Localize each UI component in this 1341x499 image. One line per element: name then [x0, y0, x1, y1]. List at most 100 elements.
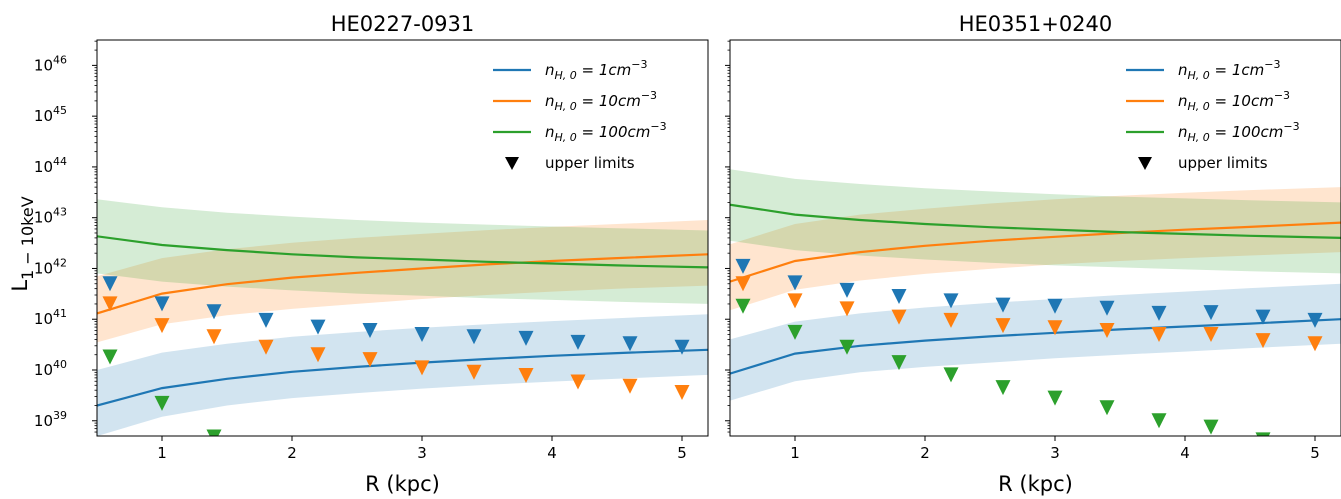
upper-limit-marker-series-1 — [839, 282, 855, 298]
upper-limit-marker-series-2 — [466, 364, 482, 380]
y-tick-label: 1042 — [34, 256, 67, 277]
x-tick-label: 4 — [547, 444, 557, 462]
upper-limit-marker-series-2 — [570, 374, 586, 390]
legend-label-series-1: nH, 0 = 1cm−3 — [1178, 58, 1281, 82]
upper-limit-marker-series-1 — [995, 297, 1011, 313]
upper-limit-marker-series-3 — [839, 339, 855, 355]
x-axis-title: R (kpc) — [365, 472, 440, 496]
y-tick-label: 1044 — [34, 155, 67, 176]
y-tick-label: 1043 — [34, 206, 67, 227]
upper-limit-marker-series-2 — [1099, 323, 1115, 338]
upper-limit-marker-series-2 — [943, 312, 959, 328]
upper-limit-marker-series-2 — [735, 276, 751, 292]
x-axis-title: R (kpc) — [998, 472, 1073, 496]
upper-limit-marker-series-3 — [102, 349, 118, 365]
upper-limit-marker-series-2 — [1203, 327, 1219, 342]
upper-limit-marker-series-2 — [622, 378, 638, 394]
upper-limit-marker-series-1 — [1255, 309, 1271, 325]
panel-1: 1 2 3 4 5 1039 1040 1041 1042 1043 1044 1045 1046 L1 … — [8, 12, 709, 496]
legend-marker-upper-limits — [1138, 157, 1152, 170]
band-series-3 — [97, 199, 708, 304]
upper-limit-marker-series-2 — [995, 318, 1011, 334]
x-tick-label: 3 — [417, 444, 427, 462]
plot-area — [97, 199, 708, 436]
upper-limit-marker-series-1 — [154, 296, 170, 312]
line-series-3 — [97, 235, 708, 269]
x-tick-label: 2 — [920, 444, 930, 462]
upper-limit-marker-series-1 — [1203, 305, 1219, 321]
upper-limit-marker-series-3 — [1151, 413, 1167, 429]
upper-limit-marker-series-3 — [891, 355, 907, 371]
upper-limit-marker-series-1 — [735, 258, 751, 274]
legend-label-series-3: nH, 0 = 100cm−3 — [1178, 120, 1300, 144]
band-series-3 — [730, 169, 1341, 274]
upper-limit-marker-series-1 — [102, 276, 118, 292]
upper-limit-marker-series-3 — [154, 395, 170, 411]
upper-limit-marker-series-1 — [1307, 312, 1323, 328]
y-tick-label: 1046 — [34, 53, 67, 74]
upper-limit-marker-series-1 — [466, 329, 482, 345]
legend-label-upper-limits: upper limits — [1178, 154, 1268, 172]
upper-limit-marker-series-3 — [787, 324, 803, 340]
upper-limit-marker-series-1 — [414, 327, 430, 342]
upper-limit-marker-series-1 — [622, 336, 638, 352]
upper-limit-marker-series-2 — [154, 318, 170, 334]
line-series-1 — [97, 348, 708, 407]
y-tick-label: 1039 — [34, 409, 67, 430]
legend-label-series-2: nH, 0 = 10cm−3 — [1178, 89, 1290, 113]
upper-limit-marker-series-1 — [787, 275, 803, 291]
line-series-2 — [730, 221, 1341, 283]
band-series-2 — [730, 187, 1341, 311]
upper-limit-marker-series-2 — [674, 385, 690, 400]
upper-limit-marker-series-2 — [1307, 336, 1323, 352]
panel-title: HE0351+0240 — [959, 12, 1113, 36]
x-tick-label: 5 — [1310, 444, 1320, 462]
upper-limit-marker-series-1 — [891, 289, 907, 304]
upper-limit-marker-series-3 — [1255, 432, 1271, 436]
upper-limit-marker-series-1 — [518, 330, 534, 346]
upper-limit-marker-series-3 — [735, 298, 751, 314]
upper-limit-marker-series-3 — [995, 380, 1011, 396]
upper-limit-marker-series-1 — [1099, 300, 1115, 316]
upper-limit-marker-series-3 — [206, 429, 222, 436]
y-axis-title: L1 − 10keV — [8, 196, 37, 291]
band-series-1 — [97, 314, 708, 436]
upper-limit-marker-series-3 — [943, 367, 959, 383]
x-tick-label: 1 — [157, 444, 167, 462]
upper-limit-marker-series-2 — [1047, 320, 1063, 336]
y-tick-label: 1041 — [34, 307, 67, 328]
upper-limit-marker-series-3 — [1047, 390, 1063, 406]
x-tick-label: 3 — [1050, 444, 1060, 462]
upper-limit-marker-series-2 — [1255, 333, 1271, 349]
legend: nH, 0 = 1cm−3 nH, 0 = 10cm−3 nH, 0 = 100cm… — [1126, 58, 1300, 172]
upper-limit-marker-series-1 — [258, 312, 274, 328]
legend: nH, 0 = 1cm−3 nH, 0 = 10cm−3 nH, 0 = 100cm… — [493, 58, 667, 172]
upper-limit-marker-series-2 — [206, 329, 222, 345]
upper-limit-marker-series-1 — [362, 323, 378, 338]
upper-limit-marker-series-3 — [1203, 419, 1219, 435]
upper-limit-marker-series-2 — [1151, 327, 1167, 342]
upper-limit-marker-series-2 — [362, 352, 378, 368]
legend-label-upper-limits: upper limits — [545, 154, 635, 172]
upper-limit-marker-series-1 — [206, 304, 222, 320]
x-tick-label: 5 — [677, 444, 687, 462]
upper-limit-marker-series-3 — [1099, 400, 1115, 416]
upper-limit-marker-series-1 — [1151, 305, 1167, 321]
x-tick-label: 2 — [287, 444, 297, 462]
upper-limit-marker-series-1 — [674, 339, 690, 355]
line-series-3 — [730, 203, 1341, 239]
upper-limit-marker-series-2 — [787, 293, 803, 309]
upper-limit-marker-series-1 — [310, 319, 326, 335]
y-tick-label: 1045 — [34, 104, 67, 125]
plot-area — [730, 169, 1341, 436]
legend-label-series-1: nH, 0 = 1cm−3 — [545, 58, 648, 82]
upper-limit-marker-series-2 — [891, 309, 907, 325]
y-tick-label: 1040 — [34, 358, 67, 379]
upper-limit-marker-series-1 — [1047, 298, 1063, 314]
line-series-2 — [97, 253, 708, 315]
upper-limit-marker-series-1 — [570, 334, 586, 350]
upper-limit-marker-series-2 — [310, 347, 326, 363]
upper-limit-marker-series-1 — [943, 293, 959, 309]
legend-marker-upper-limits — [505, 157, 519, 170]
